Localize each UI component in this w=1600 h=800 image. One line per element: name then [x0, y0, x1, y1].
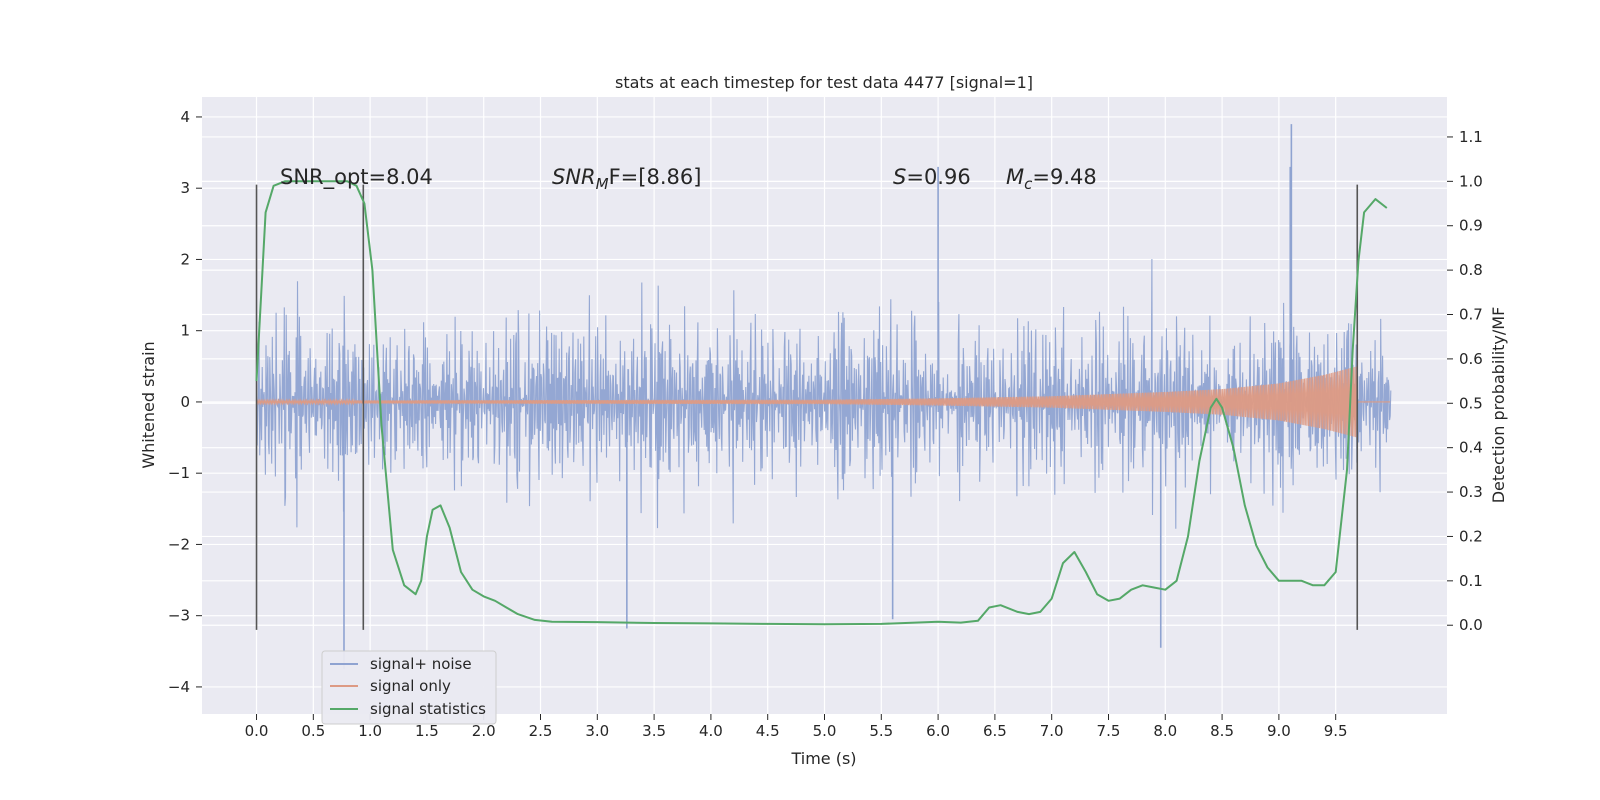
signal-trace	[255, 366, 1391, 438]
y-right-tick-label: 0.6	[1459, 350, 1483, 368]
legend-label-signal-noise: signal+ noise	[370, 655, 472, 673]
annotation-s: S=0.96	[893, 165, 971, 189]
y-right-axis-label: Detection probability/MF	[1489, 307, 1508, 504]
legend-label-signal-statistics: signal statistics	[370, 700, 486, 718]
x-tick-label: 0.0	[245, 722, 269, 740]
x-tick-label: 4.0	[699, 722, 723, 740]
y-right-tick-label: 1.0	[1459, 172, 1483, 190]
y-tick-label: 2	[180, 250, 190, 268]
y-axis-left: 4 3 2 1 0 −1 −2 −3 −4	[168, 108, 202, 696]
x-tick-label: 6.0	[926, 722, 950, 740]
y-right-tick-label: 0.8	[1459, 261, 1483, 279]
noise-trace	[255, 258, 1392, 529]
y-tick-label: 1	[180, 322, 190, 340]
y-tick-label: −3	[168, 607, 190, 625]
x-tick-label: 2.5	[529, 722, 553, 740]
x-axis: 0.0 0.5 1.0 1.5 2.0 2.5 3.0 3.5 4.0 4.5 5.0 5.5 6.0 6…	[245, 714, 1348, 740]
x-tick-label: 9.0	[1267, 722, 1291, 740]
y-right-tick-label: 0.4	[1459, 439, 1483, 457]
annotation-mc: Mc=9.48	[1006, 165, 1097, 193]
y-tick-label: 3	[180, 179, 190, 197]
y-axis-label: Whitened strain	[139, 341, 158, 468]
x-tick-label: 1.0	[358, 722, 382, 740]
y-right-tick-label: 0.2	[1459, 527, 1483, 545]
x-tick-label: 4.5	[756, 722, 780, 740]
x-tick-label: 0.5	[301, 722, 325, 740]
x-tick-label: 5.0	[813, 722, 837, 740]
y-right-tick-label: 0.9	[1459, 217, 1483, 235]
vertical-markers	[255, 184, 1359, 630]
annotation-snr-mf: SNRMF=[8.86]	[552, 165, 701, 193]
y-axis-right: 1.1 1.0 0.9 0.8 0.7 0.6 0.5 0.4 0.3 0.2 0.1 0.0	[1447, 128, 1483, 634]
y-tick-label: 0	[180, 393, 190, 411]
x-tick-label: 9.5	[1324, 722, 1348, 740]
legend-box	[321, 650, 497, 725]
x-tick-label: 8.0	[1153, 722, 1177, 740]
series-signal-noise	[255, 124, 1392, 670]
x-axis-label: Time (s)	[790, 749, 856, 768]
y-right-tick-label: 0.7	[1459, 306, 1483, 324]
x-tick-label: 6.5	[983, 722, 1007, 740]
y-right-tick-label: 0.5	[1459, 394, 1483, 412]
x-tick-label: 7.0	[1040, 722, 1064, 740]
annotation-snr-opt: SNR_opt=8.04	[280, 165, 433, 190]
y-tick-label: −2	[168, 535, 190, 553]
series-signal-only	[255, 366, 1391, 438]
x-tick-label: 5.5	[869, 722, 893, 740]
legend: signal+ noise signal only signal statist…	[321, 650, 497, 725]
x-tick-label: 3.5	[642, 722, 666, 740]
statistics-line	[255, 180, 1388, 626]
y-tick-label: −1	[168, 464, 190, 482]
x-tick-label: 2.0	[472, 722, 496, 740]
x-tick-label: 1.5	[415, 722, 439, 740]
legend-label-signal-only: signal only	[370, 677, 451, 695]
y-right-tick-label: 0.0	[1459, 616, 1483, 634]
y-tick-label: −4	[168, 678, 190, 696]
y-right-tick-label: 0.1	[1459, 572, 1483, 590]
x-tick-label: 8.5	[1210, 722, 1234, 740]
x-tick-label: 7.5	[1097, 722, 1121, 740]
y-right-tick-label: 0.3	[1459, 483, 1483, 501]
x-tick-label: 3.0	[585, 722, 609, 740]
series-signal-statistics	[255, 180, 1388, 626]
y-right-tick-label: 1.1	[1459, 128, 1483, 146]
chart-title: stats at each timestep for test data 447…	[615, 73, 1033, 92]
y-tick-label: 4	[180, 108, 190, 126]
